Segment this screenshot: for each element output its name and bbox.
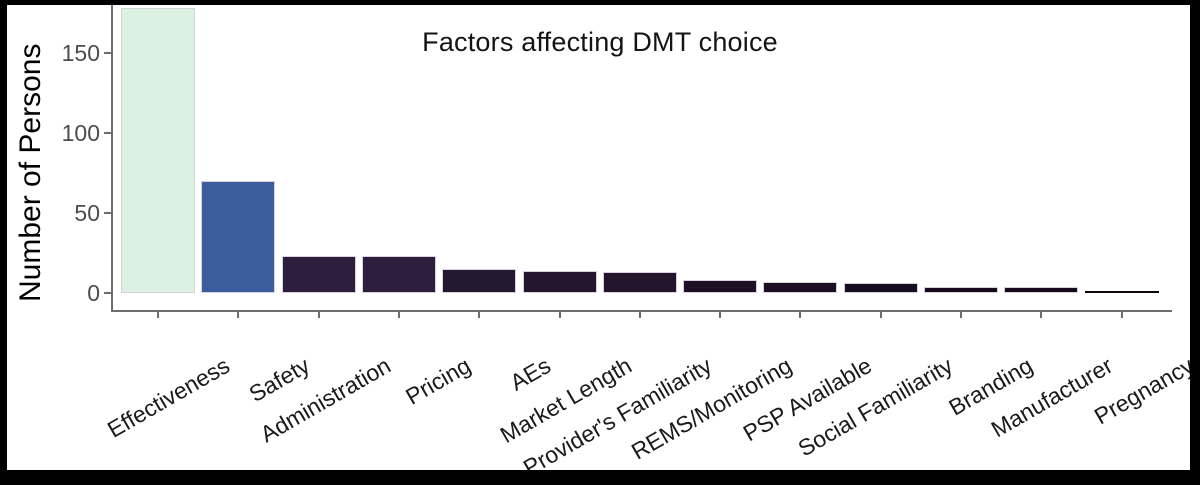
bar-psp-available: [763, 281, 838, 293]
x-tick-mark: [157, 312, 159, 318]
x-tick-mark: [638, 312, 641, 318]
x-tick-mark: [478, 312, 481, 318]
chart-title: Factors affecting DMT choice: [422, 27, 778, 57]
bar-pricing: [361, 256, 436, 293]
y-tick-mark: [104, 132, 111, 134]
bar-administration: [281, 256, 356, 293]
y-axis-line: [111, 5, 113, 310]
x-tick-mark: [317, 312, 320, 318]
bar-branding: [924, 286, 998, 293]
bar-rems-monitoring: [683, 280, 758, 293]
x-tick-mark: [1040, 312, 1043, 318]
bar-pregnancy: [1084, 291, 1159, 293]
bar-provider-s-familiarity: [602, 272, 677, 293]
y-tick-mark: [104, 212, 111, 214]
bar-aes: [442, 269, 517, 293]
y-tick-label: 0: [87, 280, 100, 306]
x-tick-mark: [799, 312, 802, 318]
bar-market-length: [522, 270, 597, 293]
y-tick-mark: [104, 292, 111, 294]
x-tick-mark: [719, 312, 722, 318]
bar-manufacturer: [1004, 286, 1079, 293]
x-tick-mark: [237, 312, 240, 318]
x-tick-mark: [1120, 312, 1123, 318]
y-tick-label: 150: [61, 40, 100, 66]
x-tick-mark: [960, 312, 962, 318]
x-tick-mark: [397, 312, 400, 318]
y-tick-mark: [104, 52, 111, 54]
plot-canvas: Factors affecting DMT choice Number of P…: [7, 5, 1190, 470]
x-tick-mark: [558, 312, 561, 318]
bar-social-familiarity: [843, 283, 918, 293]
x-tick-mark: [879, 312, 882, 318]
y-tick-label: 50: [74, 200, 100, 226]
bar-effectiveness: [121, 8, 195, 293]
x-axis-line: [111, 310, 1172, 312]
bar-safety: [201, 181, 276, 293]
y-tick-label: 100: [61, 120, 100, 146]
